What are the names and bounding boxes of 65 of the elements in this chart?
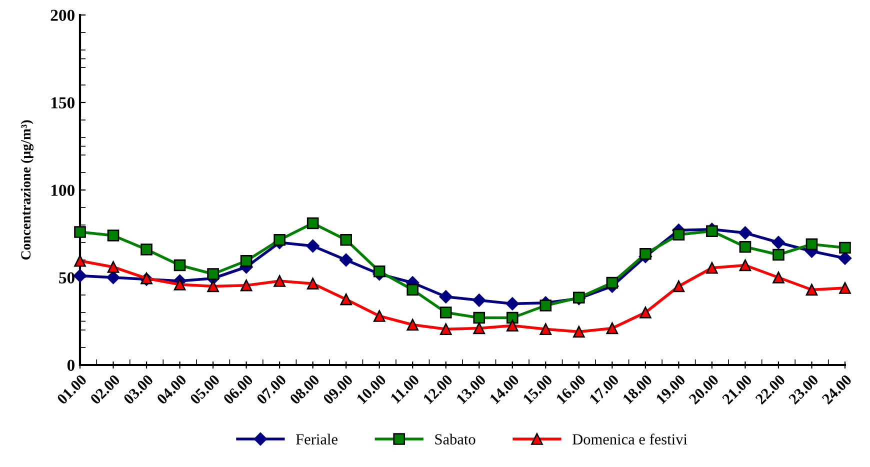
point xyxy=(772,236,786,250)
point xyxy=(672,280,685,292)
point xyxy=(74,254,86,267)
point xyxy=(373,310,386,322)
point xyxy=(472,294,486,307)
y-tick-label: 0 xyxy=(67,360,75,371)
point xyxy=(606,276,618,289)
y-tick-label: 100 xyxy=(51,184,75,196)
point xyxy=(406,284,419,296)
point xyxy=(806,284,818,296)
point xyxy=(839,282,851,294)
point xyxy=(73,269,87,282)
point xyxy=(340,234,352,246)
point xyxy=(839,242,851,254)
point xyxy=(772,272,784,284)
point xyxy=(106,270,120,284)
point xyxy=(306,278,319,290)
point xyxy=(107,261,120,273)
point xyxy=(274,275,286,287)
point xyxy=(207,268,219,280)
point xyxy=(473,312,486,324)
point xyxy=(340,293,352,306)
point xyxy=(306,239,320,253)
point xyxy=(772,248,784,261)
point xyxy=(373,265,386,278)
point xyxy=(540,300,552,312)
point xyxy=(140,244,152,256)
point xyxy=(606,322,618,334)
point xyxy=(440,306,452,318)
point xyxy=(672,228,685,241)
point xyxy=(406,318,419,331)
y-tick-label: 150 xyxy=(51,97,75,108)
point xyxy=(506,320,518,332)
point xyxy=(207,280,219,292)
point xyxy=(174,278,186,290)
point xyxy=(573,326,585,338)
y-tick-label: 200 xyxy=(50,10,75,21)
point xyxy=(806,238,818,250)
y-tick-label: 50 xyxy=(59,272,75,284)
point xyxy=(506,297,519,310)
point xyxy=(340,253,353,267)
point xyxy=(306,217,319,230)
point xyxy=(739,259,752,272)
legend-label: Feriale xyxy=(296,434,338,445)
point xyxy=(473,322,486,334)
point xyxy=(274,234,286,246)
point xyxy=(706,225,718,238)
point xyxy=(240,279,252,292)
point xyxy=(174,259,186,272)
legend-label: Domenica e festivi xyxy=(572,434,688,445)
point xyxy=(640,306,652,318)
legend-label: Sabato xyxy=(435,434,476,445)
point xyxy=(706,262,718,274)
point xyxy=(107,230,120,242)
y-axis-title: Concentrazione (µg/m³) xyxy=(20,120,34,260)
point xyxy=(439,290,452,304)
point xyxy=(74,226,86,238)
point xyxy=(240,254,252,267)
point xyxy=(440,323,452,336)
point xyxy=(640,248,652,260)
point xyxy=(739,240,752,253)
point xyxy=(506,312,518,324)
point xyxy=(738,226,752,240)
point xyxy=(540,323,552,336)
point xyxy=(838,252,852,265)
